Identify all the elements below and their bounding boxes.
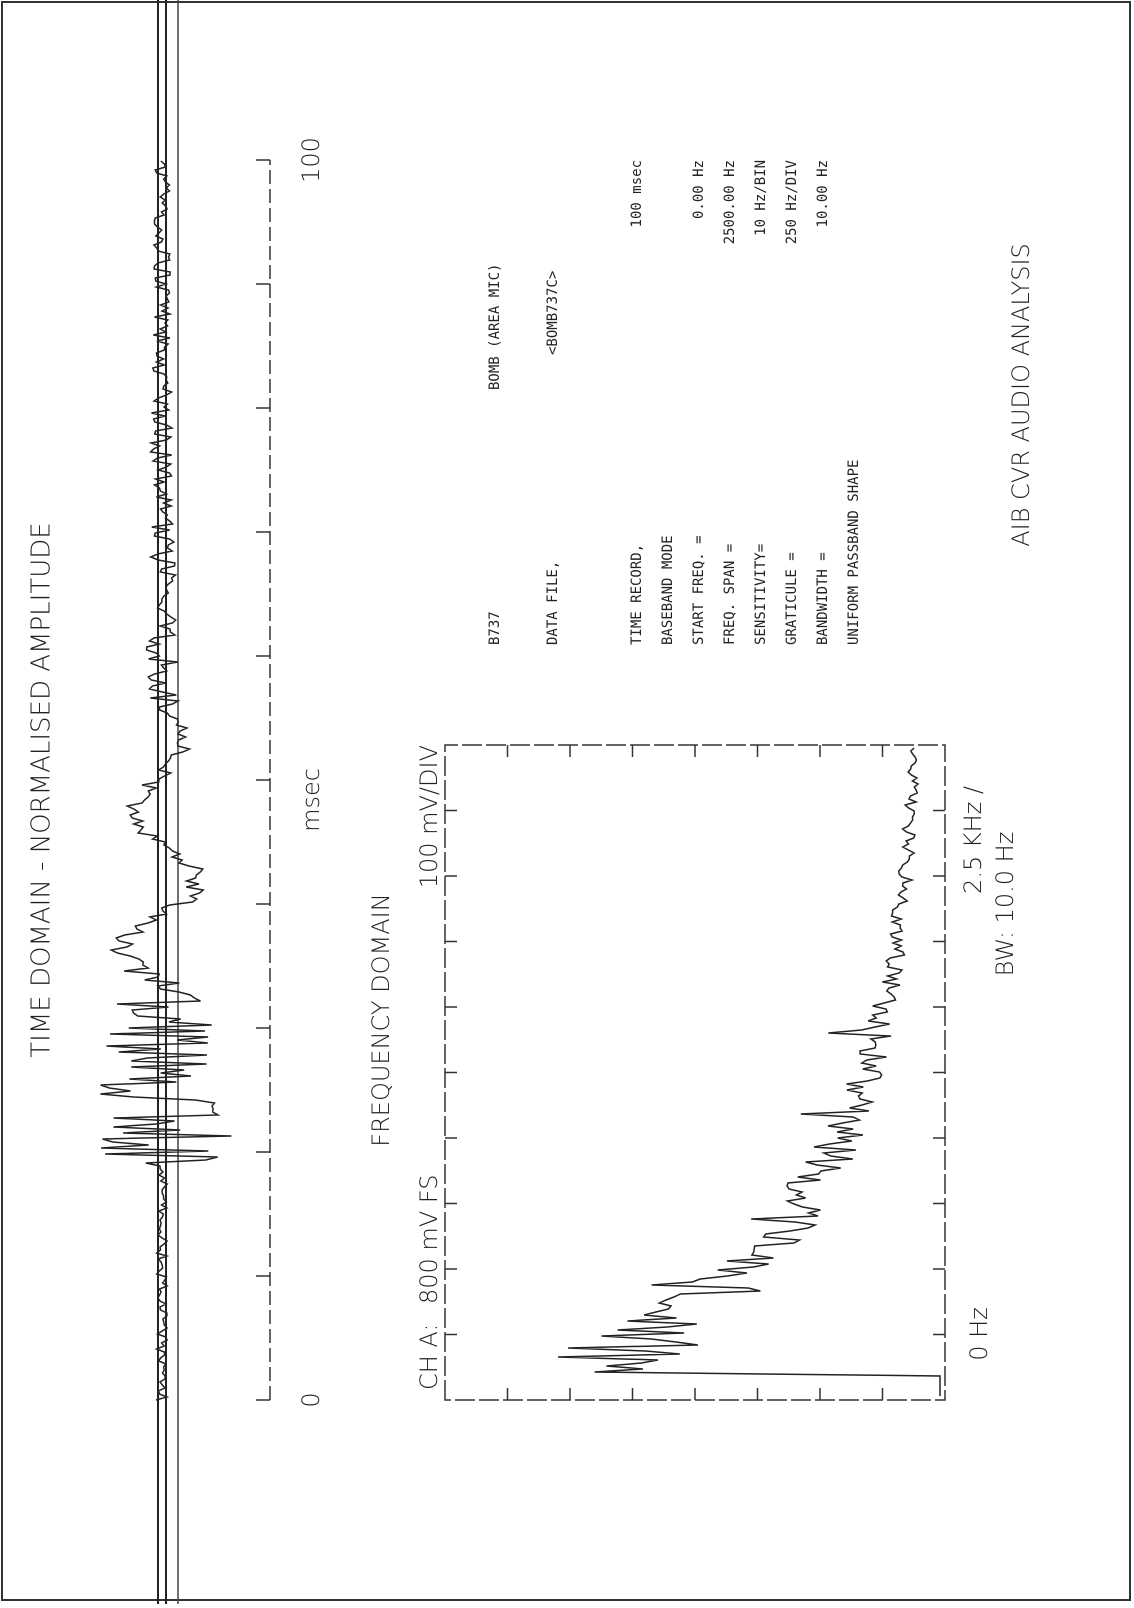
data-file-label: DATA FILE,: [545, 561, 561, 645]
setting-label: SENSITIVITY=: [753, 544, 769, 645]
setting-value: 10 Hz/BIN: [753, 160, 769, 236]
data-file: <BOMB737C>: [545, 271, 561, 355]
rotated-content: TIME DOMAIN - NORMALISED AMPLITUDE 0 100…: [27, 0, 1035, 1604]
full-scale: 800 mV FS: [415, 1175, 443, 1304]
spectrum-trace: [558, 747, 941, 1396]
start-label: 0 Hz: [965, 1307, 993, 1361]
setting-value: 250 Hz/DIV: [784, 159, 800, 244]
span-label: 2.5 KHz /: [959, 786, 987, 894]
setting-value: 10.00 Hz: [815, 160, 831, 227]
footer: AIB CVR AUDIO ANALYSIS: [1007, 243, 1035, 547]
description: BOMB (AREA MIC): [487, 264, 503, 390]
time-trace: [100, 160, 232, 1401]
aircraft: B737: [487, 611, 503, 645]
bandwidth-label: BW: 10.0 Hz: [991, 832, 1019, 977]
channel: CH A:: [415, 1323, 443, 1390]
setting-label: UNIFORM PASSBAND SHAPE: [846, 460, 862, 645]
setting-label: BASEBAND MODE: [660, 535, 676, 645]
setting-label: START FREQ. =: [691, 535, 707, 645]
freq-box: [444, 744, 946, 1401]
setting-label: GRATICULE =: [784, 552, 800, 645]
setting-value: 0.00 Hz: [691, 160, 707, 219]
setting-label: TIME RECORD,: [629, 544, 645, 645]
axis-start: 0: [297, 1392, 325, 1407]
division: 100 mV/DIV: [415, 745, 443, 888]
setting-label: BANDWIDTH =: [815, 552, 831, 645]
axis-end: 100: [297, 137, 325, 183]
time-title: TIME DOMAIN - NORMALISED AMPLITUDE: [27, 522, 57, 1057]
setting-value: 2500.00 Hz: [722, 160, 738, 244]
freq-title: FREQUENCY DOMAIN: [367, 893, 395, 1146]
setting-value: 100 msec: [629, 160, 645, 227]
axis-unit: msec: [297, 768, 325, 832]
setting-label: FREQ. SPAN =: [722, 544, 738, 645]
